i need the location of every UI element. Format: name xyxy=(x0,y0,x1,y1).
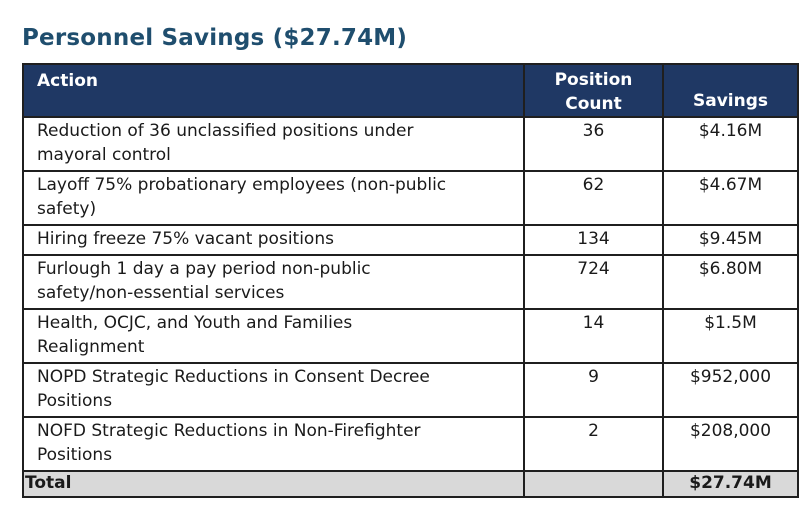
page-title: Personnel Savings ($27.74M) xyxy=(22,25,408,51)
cell-savings: $208,000 xyxy=(662,416,799,472)
table-row: Health, OCJC, and Youth and Families Rea… xyxy=(22,308,799,364)
cell-action: Hiring freeze 75% vacant positions xyxy=(22,224,525,256)
document-page: Personnel Savings ($27.74M) Action Posit… xyxy=(22,25,799,498)
cell-position-count: 9 xyxy=(523,362,664,418)
cell-position-count: 62 xyxy=(523,170,664,226)
table-row: Hiring freeze 75% vacant positions 134 $9.… xyxy=(22,224,799,256)
cell-position-count: 36 xyxy=(523,116,664,172)
table-row: NOFD Strategic Reductions in Non-Firefig… xyxy=(22,416,799,472)
cell-savings: $4.16M xyxy=(662,116,799,172)
personnel-savings-table: Action Position Count Savings Reduction … xyxy=(22,63,799,498)
table-footer: Total $27.74M xyxy=(22,470,799,498)
total-savings: $27.74M xyxy=(662,470,799,498)
cell-savings: $6.80M xyxy=(662,254,799,310)
table-body: Reduction of 36 unclassified positions u… xyxy=(22,116,799,472)
cell-action: NOPD Strategic Reductions in Consent Dec… xyxy=(22,362,525,418)
cell-position-count: 14 xyxy=(523,308,664,364)
cell-savings: $9.45M xyxy=(662,224,799,256)
cell-action: Layoff 75% probationary employees (non-p… xyxy=(22,170,525,226)
table-row: Reduction of 36 unclassified positions u… xyxy=(22,116,799,172)
cell-position-count: 724 xyxy=(523,254,664,310)
cell-savings: $952,000 xyxy=(662,362,799,418)
total-row: Total $27.74M xyxy=(22,470,799,498)
cell-savings: $1.5M xyxy=(662,308,799,364)
cell-action: NOFD Strategic Reductions in Non-Firefig… xyxy=(22,416,525,472)
cell-action: Furlough 1 day a pay period non-public s… xyxy=(22,254,525,310)
total-position-count xyxy=(523,470,664,498)
table-header: Action Position Count Savings xyxy=(22,63,799,118)
column-header-position-count: Position Count xyxy=(523,63,664,118)
column-header-savings: Savings xyxy=(662,63,799,118)
cell-position-count: 134 xyxy=(523,224,664,256)
table-row: NOPD Strategic Reductions in Consent Dec… xyxy=(22,362,799,418)
column-header-action: Action xyxy=(22,63,525,118)
table-row: Furlough 1 day a pay period non-public s… xyxy=(22,254,799,310)
cell-savings: $4.67M xyxy=(662,170,799,226)
cell-action: Health, OCJC, and Youth and Families Rea… xyxy=(22,308,525,364)
cell-position-count: 2 xyxy=(523,416,664,472)
cell-action: Reduction of 36 unclassified positions u… xyxy=(22,116,525,172)
header-row: Action Position Count Savings xyxy=(22,63,799,118)
total-label: Total xyxy=(22,470,525,498)
table-row: Layoff 75% probationary employees (non-p… xyxy=(22,170,799,226)
